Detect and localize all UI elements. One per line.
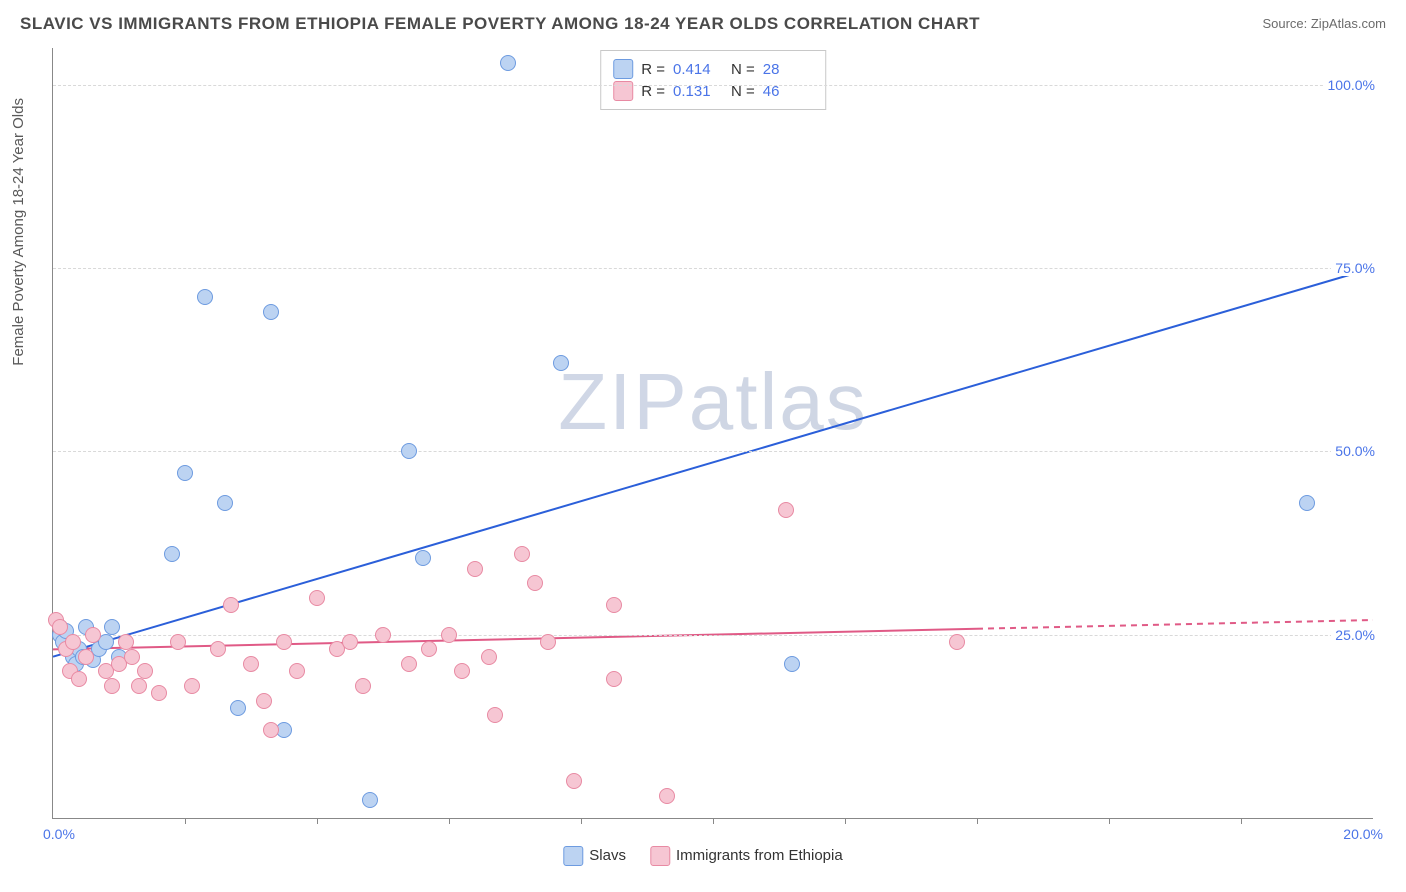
data-point-ethiopia <box>401 656 417 672</box>
data-point-ethiopia <box>243 656 259 672</box>
regression-line-ethiopia <box>53 629 977 650</box>
gridline <box>53 85 1373 86</box>
gridline <box>53 451 1373 452</box>
data-point-ethiopia <box>184 678 200 694</box>
source-attribution: Source: ZipAtlas.com <box>1262 16 1386 31</box>
data-point-ethiopia <box>514 546 530 562</box>
data-point-slavs <box>500 55 516 71</box>
data-point-slavs <box>197 289 213 305</box>
chart-title: SLAVIC VS IMMIGRANTS FROM ETHIOPIA FEMAL… <box>20 14 980 34</box>
data-point-ethiopia <box>223 597 239 613</box>
x-tick <box>185 818 186 824</box>
data-point-ethiopia <box>454 663 470 679</box>
data-point-slavs <box>1299 495 1315 511</box>
watermark-atlas: atlas <box>689 357 868 446</box>
data-point-ethiopia <box>256 693 272 709</box>
data-point-ethiopia <box>210 641 226 657</box>
data-point-ethiopia <box>606 671 622 687</box>
x-tick <box>845 818 846 824</box>
data-point-slavs <box>217 495 233 511</box>
data-point-slavs <box>230 700 246 716</box>
data-point-ethiopia <box>342 634 358 650</box>
data-point-ethiopia <box>85 627 101 643</box>
data-point-slavs <box>784 656 800 672</box>
y-tick-label: 25.0% <box>1331 627 1379 643</box>
data-point-ethiopia <box>276 634 292 650</box>
data-point-ethiopia <box>124 649 140 665</box>
data-point-slavs <box>401 443 417 459</box>
r-value-slavs: 0.414 <box>673 61 723 78</box>
data-point-ethiopia <box>137 663 153 679</box>
x-tick <box>581 818 582 824</box>
data-point-ethiopia <box>606 597 622 613</box>
data-point-ethiopia <box>118 634 134 650</box>
data-point-ethiopia <box>104 678 120 694</box>
x-axis-max-label: 20.0% <box>1343 826 1383 842</box>
x-tick <box>449 818 450 824</box>
data-point-ethiopia <box>481 649 497 665</box>
legend-item-slavs: Slavs <box>563 846 626 866</box>
swatch-ethiopia <box>650 846 670 866</box>
y-tick-label: 100.0% <box>1324 77 1379 93</box>
correlation-stats-legend: R = 0.414 N = 28 R = 0.131 N = 46 <box>600 50 826 110</box>
r-label: R = <box>641 61 665 78</box>
regression-lines-layer <box>53 48 1373 818</box>
x-tick <box>977 818 978 824</box>
swatch-slavs <box>613 59 633 79</box>
data-point-slavs <box>104 619 120 635</box>
data-point-ethiopia <box>65 634 81 650</box>
data-point-ethiopia <box>151 685 167 701</box>
y-tick-label: 50.0% <box>1331 443 1379 459</box>
regression-line-slavs <box>53 268 1373 657</box>
data-point-slavs <box>362 792 378 808</box>
legend-label-ethiopia: Immigrants from Ethiopia <box>676 847 843 864</box>
data-point-ethiopia <box>71 671 87 687</box>
gridline <box>53 635 1373 636</box>
data-point-slavs <box>415 550 431 566</box>
data-point-ethiopia <box>355 678 371 694</box>
n-value-slavs: 28 <box>763 61 813 78</box>
data-point-ethiopia <box>778 502 794 518</box>
series-legend: Slavs Immigrants from Ethiopia <box>563 846 842 866</box>
watermark-zip: ZIP <box>558 357 688 446</box>
data-point-ethiopia <box>78 649 94 665</box>
legend-item-ethiopia: Immigrants from Ethiopia <box>650 846 843 866</box>
data-point-ethiopia <box>566 773 582 789</box>
data-point-ethiopia <box>659 788 675 804</box>
data-point-ethiopia <box>467 561 483 577</box>
x-tick <box>317 818 318 824</box>
data-point-ethiopia <box>441 627 457 643</box>
watermark-text: ZIPatlas <box>558 356 867 448</box>
x-tick <box>713 818 714 824</box>
data-point-ethiopia <box>375 627 391 643</box>
data-point-ethiopia <box>540 634 556 650</box>
stats-row-slavs: R = 0.414 N = 28 <box>613 59 813 79</box>
y-axis-label: Female Poverty Among 18-24 Year Olds <box>10 98 27 366</box>
data-point-ethiopia <box>131 678 147 694</box>
data-point-ethiopia <box>421 641 437 657</box>
scatter-plot-area: ZIPatlas R = 0.414 N = 28 R = 0.131 N = … <box>52 48 1373 819</box>
y-tick-label: 75.0% <box>1331 260 1379 276</box>
data-point-ethiopia <box>949 634 965 650</box>
data-point-ethiopia <box>289 663 305 679</box>
regression-line-ethiopia <box>977 620 1373 629</box>
data-point-ethiopia <box>487 707 503 723</box>
x-axis-origin-label: 0.0% <box>43 826 75 842</box>
data-point-ethiopia <box>52 619 68 635</box>
data-point-slavs <box>553 355 569 371</box>
legend-label-slavs: Slavs <box>589 847 626 864</box>
data-point-ethiopia <box>170 634 186 650</box>
data-point-ethiopia <box>309 590 325 606</box>
data-point-slavs <box>177 465 193 481</box>
data-point-ethiopia <box>527 575 543 591</box>
x-tick <box>1241 818 1242 824</box>
x-tick <box>1109 818 1110 824</box>
n-label: N = <box>731 61 755 78</box>
gridline <box>53 268 1373 269</box>
data-point-slavs <box>164 546 180 562</box>
swatch-slavs <box>563 846 583 866</box>
data-point-slavs <box>263 304 279 320</box>
data-point-ethiopia <box>263 722 279 738</box>
